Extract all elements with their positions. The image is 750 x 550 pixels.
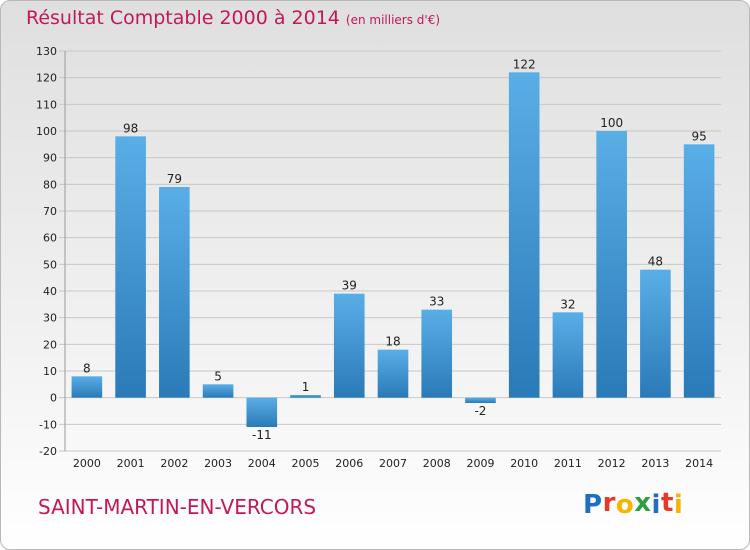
logo-letter: P [583, 490, 603, 520]
bar-value-label: 32 [560, 297, 575, 311]
logo-letter: r [602, 488, 616, 518]
x-tick-label: 2009 [466, 457, 494, 470]
x-tick-label: 2003 [204, 457, 232, 470]
y-tick-label: 80 [43, 178, 57, 191]
bar-value-label: -11 [252, 428, 272, 442]
bar-value-label: 8 [83, 361, 91, 375]
bar-2014 [683, 144, 715, 398]
chart-subtitle: (en milliers d'€) [345, 13, 441, 27]
y-tick-label: 100 [36, 125, 57, 138]
x-tick-label: 2000 [73, 457, 101, 470]
x-tick-label: 2001 [117, 457, 145, 470]
y-axis-tick-labels: -20 -10 0 10 20 30 40 50 60 70 80 90 100 110 120 130 [36, 45, 57, 458]
y-tick-label: 30 [43, 312, 57, 325]
bar-2004 [246, 397, 278, 427]
bar-value-label: 33 [429, 295, 444, 309]
y-tick-label: 20 [43, 338, 57, 351]
x-tick-label: 2006 [335, 457, 363, 470]
y-tick-label: 70 [43, 205, 57, 218]
bar-value-label: 79 [167, 172, 182, 186]
bar-2002 [159, 187, 190, 398]
x-tick-label: 2004 [248, 457, 276, 470]
bar-2003 [202, 384, 234, 398]
y-tick-label: 110 [36, 98, 57, 111]
bar-2000 [71, 376, 103, 398]
bar-value-label: 48 [648, 255, 663, 269]
logo-letter: i [673, 490, 684, 520]
y-tick-label: 120 [36, 72, 57, 85]
bar-value-labels: 8 98 79 5 -11 1 39 18 33 -2 122 32 100 48 95 [83, 57, 707, 442]
bar-value-label: 18 [385, 335, 400, 349]
logo-letter: x [634, 488, 652, 518]
bar-2012 [596, 131, 627, 398]
x-tick-label: 2012 [598, 457, 626, 470]
bar-value-label: 100 [600, 116, 623, 130]
proxiti-logo[interactable]: Proxiti [583, 488, 684, 520]
logo-letter: i [651, 490, 661, 520]
bar-value-label: 95 [691, 129, 706, 143]
x-tick-label: 2011 [554, 457, 582, 470]
bar-2011 [552, 312, 584, 398]
bars [71, 72, 715, 427]
y-tick-label: 40 [43, 285, 57, 298]
bar-2013 [640, 269, 671, 398]
y-tick-label: 130 [36, 45, 57, 58]
chart-title: Résultat Comptable 2000 à 2014 (en millie… [26, 7, 440, 29]
bar-value-label: 39 [342, 279, 357, 293]
bar-value-label: 1 [302, 380, 310, 394]
y-tick-label: 50 [43, 258, 57, 271]
bar-2007 [377, 349, 409, 398]
x-tick-label: 2007 [379, 457, 407, 470]
bar-2005 [290, 395, 321, 398]
bar-value-label: 122 [513, 57, 536, 71]
bar-value-label: 98 [123, 121, 138, 135]
y-tick-label: 90 [43, 152, 57, 165]
bar-2006 [333, 293, 365, 398]
y-tick-label: -20 [39, 445, 57, 458]
x-tick-label: 2014 [685, 457, 713, 470]
x-tick-label: 2002 [160, 457, 188, 470]
bar-2001 [115, 136, 146, 398]
bar-2008 [421, 309, 453, 398]
y-tick-label: -10 [39, 418, 57, 431]
bar-2009 [465, 397, 496, 403]
y-tick-label: 10 [43, 365, 57, 378]
x-tick-label: 2013 [641, 457, 669, 470]
x-tick-label: 2008 [423, 457, 451, 470]
x-tick-label: 2010 [510, 457, 538, 470]
x-axis-tick-labels: 2000 2001 2002 2003 2004 2005 2006 2007 2008 2009… [73, 457, 713, 470]
bar-value-label: 5 [214, 369, 222, 383]
y-tick-label: 60 [43, 232, 57, 245]
logo-letter: t [660, 488, 674, 518]
x-tick-label: 2005 [292, 457, 320, 470]
bar-2010 [508, 72, 540, 398]
commune-name: SAINT-MARTIN-EN-VERCORS [38, 495, 317, 519]
bar-value-label: -2 [474, 404, 486, 418]
logo-letter: o [615, 490, 635, 520]
chart-title-text: Résultat Comptable 2000 à 2014 [26, 7, 340, 29]
y-tick-label: 0 [50, 392, 57, 405]
